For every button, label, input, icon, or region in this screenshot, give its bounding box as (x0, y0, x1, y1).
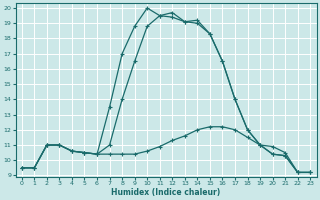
X-axis label: Humidex (Indice chaleur): Humidex (Indice chaleur) (111, 188, 221, 197)
